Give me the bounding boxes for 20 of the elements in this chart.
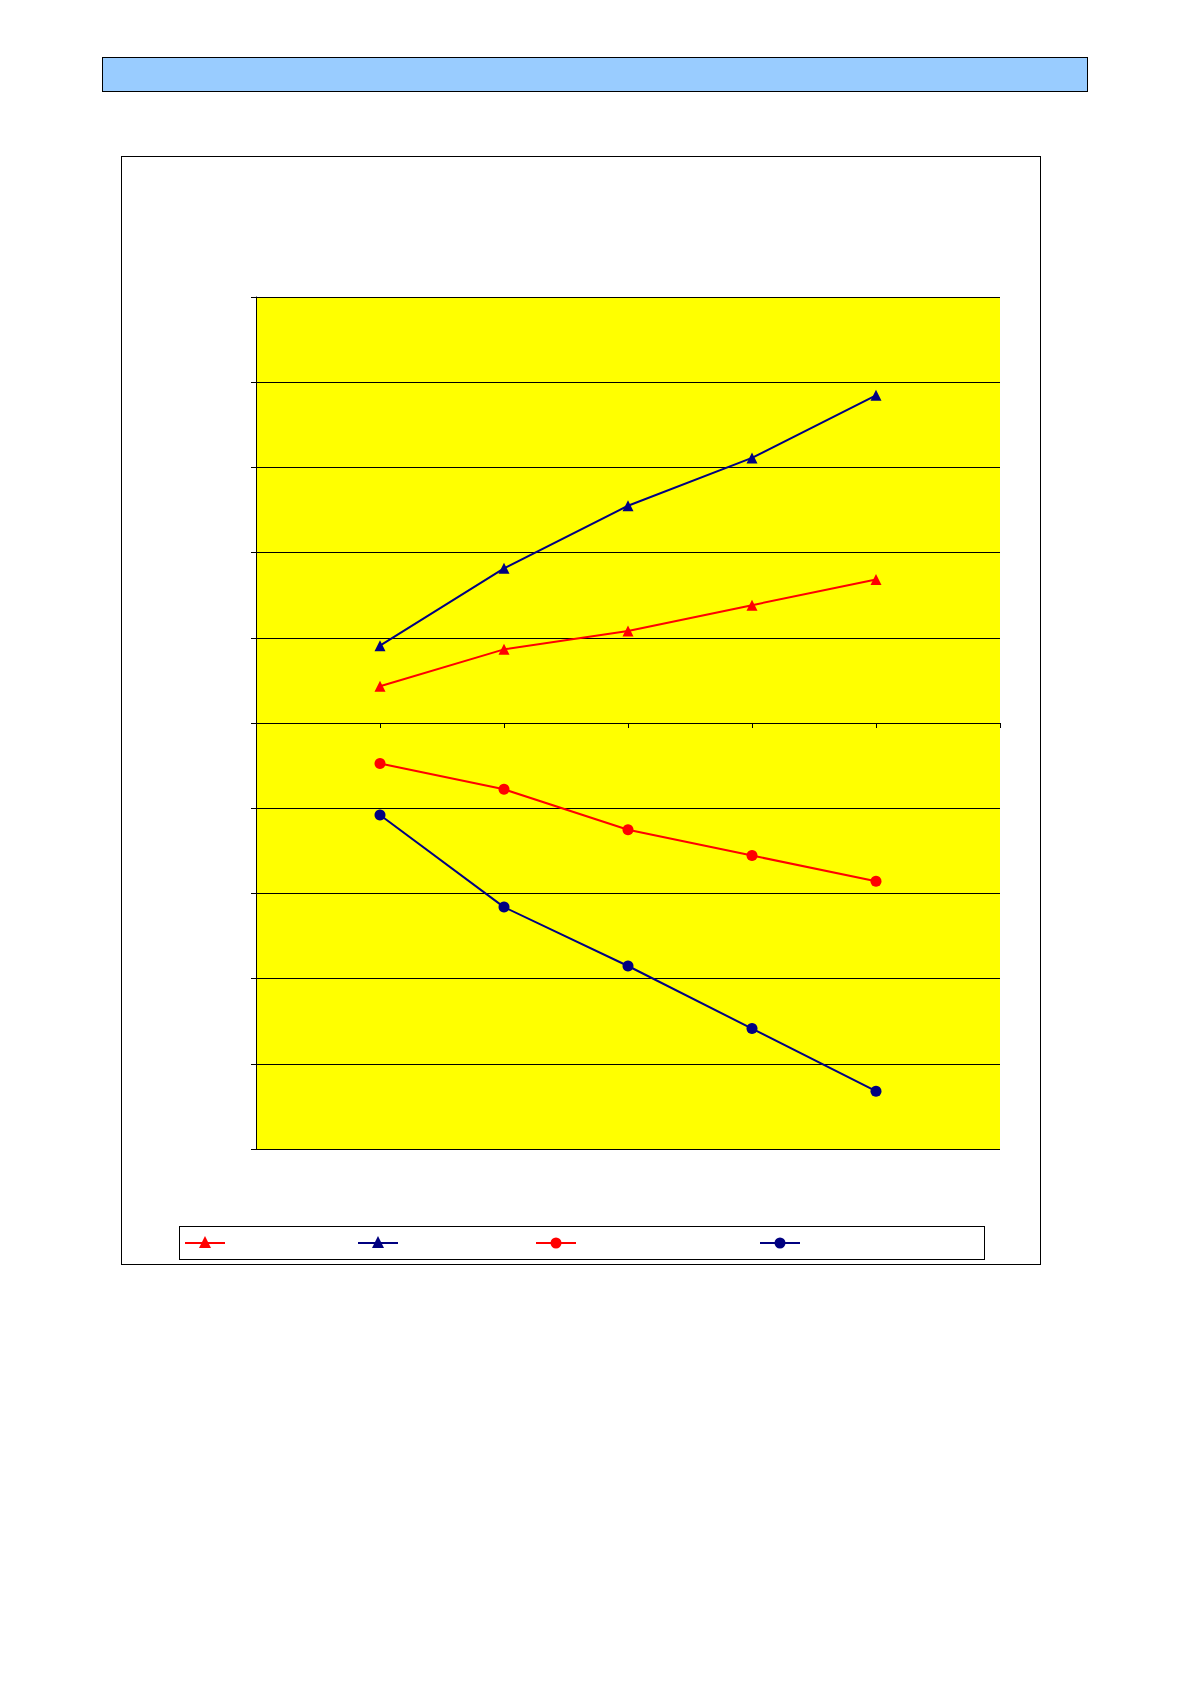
point bbox=[746, 1023, 758, 1035]
point bbox=[622, 625, 634, 637]
point bbox=[374, 640, 386, 652]
point bbox=[746, 599, 758, 611]
point bbox=[622, 500, 634, 512]
point bbox=[498, 562, 510, 574]
point bbox=[374, 809, 386, 821]
point bbox=[746, 452, 758, 464]
point bbox=[498, 783, 510, 795]
point bbox=[870, 875, 882, 887]
point bbox=[870, 1085, 882, 1097]
point bbox=[622, 960, 634, 972]
point bbox=[746, 850, 758, 862]
point bbox=[622, 824, 634, 836]
point bbox=[870, 573, 882, 585]
point bbox=[498, 901, 510, 913]
point bbox=[498, 643, 510, 655]
point bbox=[374, 758, 386, 769]
point bbox=[374, 680, 386, 692]
point bbox=[870, 389, 882, 401]
